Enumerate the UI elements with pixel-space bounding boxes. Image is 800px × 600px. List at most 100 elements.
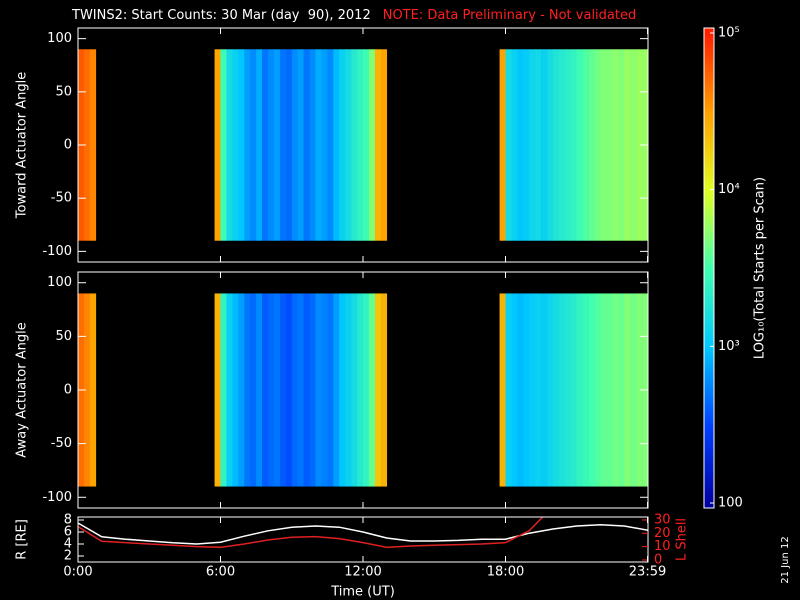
colorbar-step bbox=[704, 458, 714, 461]
colorbar-step bbox=[704, 370, 714, 373]
heatmap-cell bbox=[250, 49, 257, 241]
heatmap-cell bbox=[256, 293, 263, 487]
colorbar-step bbox=[704, 262, 714, 265]
colorbar-step bbox=[704, 172, 714, 175]
colorbar-tick-label: 10⁴ bbox=[718, 182, 740, 197]
colorbar-step bbox=[704, 158, 714, 161]
colorbar-step bbox=[704, 144, 714, 147]
colorbar-step bbox=[704, 182, 714, 185]
colorbar-step bbox=[704, 68, 714, 71]
colorbar-step bbox=[704, 80, 714, 83]
heatmap-cell bbox=[636, 49, 643, 241]
heatmap-cell bbox=[523, 293, 530, 487]
heatmap-cell bbox=[505, 293, 512, 487]
colorbar-step bbox=[704, 484, 714, 487]
y-tick-label: -50 bbox=[51, 191, 72, 206]
heatmap-cell bbox=[606, 49, 613, 241]
title: TWINS2: Start Counts: 30 Mar (day 90), 2… bbox=[71, 8, 371, 23]
colorbar-step bbox=[704, 102, 714, 105]
heatmap-cell bbox=[570, 49, 578, 241]
colorbar-step bbox=[704, 412, 714, 415]
heatmap-cell bbox=[89, 49, 97, 241]
heatmap-cell bbox=[618, 293, 625, 487]
heatmap-cell bbox=[630, 293, 637, 487]
colorbar-step bbox=[704, 76, 714, 79]
heatmap-cell bbox=[285, 293, 293, 487]
colorbar-step bbox=[704, 212, 714, 215]
colorbar-step bbox=[704, 340, 714, 343]
colorbar-step bbox=[704, 356, 714, 359]
colorbar-step bbox=[704, 358, 714, 361]
heatmap-cell bbox=[273, 293, 281, 487]
colorbar-step bbox=[704, 306, 714, 309]
colorbar-step bbox=[704, 414, 714, 417]
heatmap-cell bbox=[547, 49, 554, 241]
y-tick-label: 0 bbox=[64, 383, 72, 398]
colorbar-step bbox=[704, 434, 714, 437]
colorbar-step bbox=[704, 208, 714, 211]
colorbar-step bbox=[704, 110, 714, 113]
colorbar-step bbox=[704, 440, 714, 443]
colorbar-step bbox=[704, 492, 714, 495]
colorbar-step bbox=[704, 164, 714, 167]
series-line bbox=[78, 517, 544, 549]
heatmap-cell bbox=[339, 293, 346, 487]
colorbar-step bbox=[704, 100, 714, 103]
y2-tick-label: 0 bbox=[654, 552, 662, 567]
colorbar-step bbox=[704, 472, 714, 475]
heatmap-cell bbox=[244, 49, 251, 241]
x-axis-label: Time (UT) bbox=[330, 585, 395, 600]
colorbar-step bbox=[704, 468, 714, 471]
colorbar-step bbox=[704, 420, 714, 423]
colorbar-step bbox=[704, 108, 714, 111]
colorbar-step bbox=[704, 50, 714, 53]
heatmap-cell bbox=[303, 49, 310, 241]
colorbar-step bbox=[704, 180, 714, 183]
colorbar-step bbox=[704, 116, 714, 119]
heatmap-cell bbox=[83, 293, 91, 487]
colorbar-step bbox=[704, 268, 714, 271]
colorbar-step bbox=[704, 400, 714, 403]
colorbar-step bbox=[704, 82, 714, 85]
heatmap-cell bbox=[636, 293, 643, 487]
heatmap-cell bbox=[368, 49, 376, 241]
heatmap-cell bbox=[612, 49, 619, 241]
colorbar-step bbox=[704, 156, 714, 159]
colorbar-step bbox=[704, 134, 714, 137]
colorbar-step bbox=[704, 432, 714, 435]
heatmap-cell bbox=[226, 293, 233, 487]
colorbar-step bbox=[704, 280, 714, 283]
colorbar-step bbox=[704, 184, 714, 187]
colorbar-step bbox=[704, 486, 714, 489]
heatmap-cell bbox=[333, 49, 340, 241]
colorbar-step bbox=[704, 394, 714, 397]
colorbar-step bbox=[704, 488, 714, 491]
colorbar-step bbox=[704, 128, 714, 131]
series-line bbox=[78, 522, 648, 545]
heatmap-cell bbox=[357, 293, 364, 487]
heatmap-cell bbox=[268, 49, 275, 241]
colorbar-step bbox=[704, 92, 714, 95]
heatmap-cell bbox=[594, 293, 601, 487]
colorbar-step bbox=[704, 74, 714, 77]
colorbar-step bbox=[704, 190, 714, 193]
y-axis-label: R [RE] bbox=[15, 519, 30, 560]
y-tick-label: 2 bbox=[64, 549, 72, 564]
colorbar-step bbox=[704, 46, 714, 49]
heatmap-cell bbox=[570, 293, 578, 487]
plot-lines bbox=[78, 517, 648, 549]
heatmap-cell bbox=[297, 293, 304, 487]
colorbar-step bbox=[704, 218, 714, 221]
colorbar-step bbox=[704, 462, 714, 465]
colorbar-step bbox=[704, 470, 714, 473]
heatmap-cell bbox=[582, 49, 589, 241]
colorbar-step bbox=[704, 344, 714, 347]
colorbar-step bbox=[704, 302, 714, 305]
colorbar-step bbox=[704, 154, 714, 157]
colorbar-step bbox=[704, 456, 714, 459]
colorbar-step bbox=[704, 326, 714, 329]
colorbar-step bbox=[704, 168, 714, 171]
colorbar-step bbox=[704, 78, 714, 81]
colorbar-step bbox=[704, 422, 714, 425]
colorbar-step bbox=[704, 454, 714, 457]
